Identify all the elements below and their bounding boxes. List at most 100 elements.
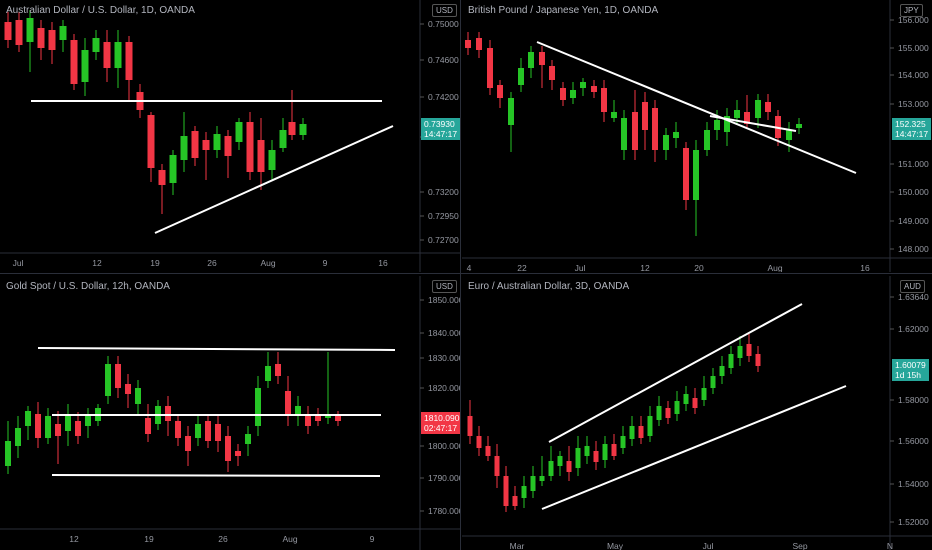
- candle-body: [135, 388, 141, 404]
- price-tick-label: 151.000: [898, 159, 929, 169]
- candle-body: [497, 85, 503, 98]
- candle-body: [530, 476, 536, 491]
- price-tick-label: 0.74600: [428, 55, 459, 65]
- candle-body: [647, 416, 653, 436]
- candle-body: [476, 38, 482, 50]
- last-price-tag: 1.60079 1d 15h: [892, 359, 929, 381]
- candle-body: [235, 122, 243, 142]
- price-tick-label: 1820.000: [428, 383, 460, 393]
- date-tick-label: May: [607, 541, 624, 550]
- date-tick-label: 26: [207, 258, 217, 268]
- date-tick-label: N: [887, 541, 893, 550]
- candle-body: [476, 436, 482, 448]
- candle-body: [467, 416, 473, 436]
- candle-body: [683, 148, 689, 200]
- candle-body: [115, 364, 121, 388]
- price-tick-label: 1850.000: [428, 295, 460, 305]
- candle-body: [25, 411, 31, 426]
- date-tick-label: 26: [218, 534, 228, 544]
- chart-canvas-gbpjpy[interactable]: 156.000 155.000 154.000 153.000 151.000 150.0…: [462, 0, 932, 272]
- candle-body: [704, 130, 710, 150]
- candle-body: [65, 416, 71, 431]
- candle-body: [147, 115, 155, 168]
- price-tick-label: 156.000: [898, 15, 929, 25]
- chart-pane-gbpjpy[interactable]: 156.000 155.000 154.000 153.000 151.000 150.0…: [462, 0, 932, 272]
- date-tick-label: 19: [144, 534, 154, 544]
- candle-body: [765, 102, 771, 112]
- candle-body: [611, 112, 617, 118]
- candle-body: [235, 451, 241, 456]
- candle-body: [518, 68, 524, 85]
- date-tick-label: 9: [323, 258, 328, 268]
- candle-body: [508, 98, 514, 125]
- candle-body: [503, 476, 509, 506]
- candle-body: [5, 441, 11, 466]
- candle-body: [114, 42, 122, 68]
- chart-pane-audusd[interactable]: 0.750000.746000.742000.738000.732000.729…: [0, 0, 460, 272]
- price-tick-label: 0.75000: [428, 19, 459, 29]
- chart-pane-xauusd[interactable]: 1850.000 1840.000 1830.000 1820.000 1800.000…: [0, 276, 460, 550]
- candle-body: [45, 416, 51, 438]
- candle-body: [26, 18, 34, 42]
- candle-body: [325, 416, 331, 418]
- candle-body: [737, 346, 743, 358]
- price-tick-label: 1790.000: [428, 473, 460, 483]
- candle-body: [295, 406, 301, 416]
- candle-body: [288, 122, 296, 135]
- last-price-tag: 1810.090 02:47:17: [421, 412, 460, 434]
- candle-body: [335, 416, 341, 421]
- candle-body: [103, 42, 111, 68]
- last-price: 152.325: [895, 119, 926, 129]
- candle-body: [125, 384, 131, 394]
- price-tick-label: 153.000: [898, 99, 929, 109]
- candle-body: [85, 416, 91, 426]
- candle-body: [145, 418, 151, 434]
- trendline: [37, 347, 396, 351]
- date-tick-label: 12: [92, 258, 102, 268]
- candle-body: [557, 456, 563, 466]
- candle-body: [125, 42, 133, 80]
- candle-body: [70, 40, 78, 84]
- candle-body: [275, 364, 281, 376]
- candle-body: [255, 388, 261, 426]
- candle-body: [693, 150, 699, 200]
- candle-body: [575, 448, 581, 468]
- price-tick-label: 149.000: [898, 216, 929, 226]
- candle-body: [265, 366, 271, 381]
- candle-body: [548, 461, 554, 476]
- candle-body: [663, 135, 669, 150]
- candle-body: [224, 136, 232, 156]
- candle-body: [620, 436, 626, 448]
- candle-body: [549, 66, 555, 80]
- candle-body: [701, 388, 707, 400]
- pane-divider-horizontal[interactable]: [0, 273, 932, 274]
- price-tick-label: 1.63640: [898, 292, 929, 302]
- candle-body: [656, 406, 662, 420]
- currency-badge: JPY: [900, 4, 923, 17]
- candle-body: [683, 394, 689, 404]
- candle-body: [638, 426, 644, 438]
- trendline: [536, 41, 857, 174]
- candle-body: [285, 391, 291, 416]
- candle-body: [673, 132, 679, 138]
- candle-body: [485, 446, 491, 456]
- chart-pane-euraud[interactable]: 1.63640 1.62000 1.58000 1.56000 1.54000 1.520…: [462, 276, 932, 550]
- candle-body: [185, 436, 191, 451]
- date-tick-label: Jul: [13, 258, 24, 268]
- candle-body: [755, 100, 761, 118]
- candle-body: [755, 354, 761, 366]
- price-tick-label: 1.56000: [898, 436, 929, 446]
- candle-body: [570, 90, 576, 98]
- candle-body: [465, 40, 471, 48]
- price-tick-label: 1830.000: [428, 353, 460, 363]
- candle-body: [692, 398, 698, 408]
- chart-canvas-euraud[interactable]: 1.63640 1.62000 1.58000 1.56000 1.54000 1.520…: [462, 276, 932, 550]
- candle-body: [494, 456, 500, 476]
- chart-canvas-xauusd[interactable]: 1850.000 1840.000 1830.000 1820.000 1800.000…: [0, 276, 460, 550]
- pane-divider-vertical[interactable]: [460, 0, 461, 550]
- candle-body: [591, 86, 597, 92]
- candle-body: [601, 88, 607, 112]
- date-tick-label: 22: [517, 263, 527, 272]
- price-tick-label: 0.72950: [428, 211, 459, 221]
- chart-canvas-audusd[interactable]: 0.750000.746000.742000.738000.732000.729…: [0, 0, 460, 272]
